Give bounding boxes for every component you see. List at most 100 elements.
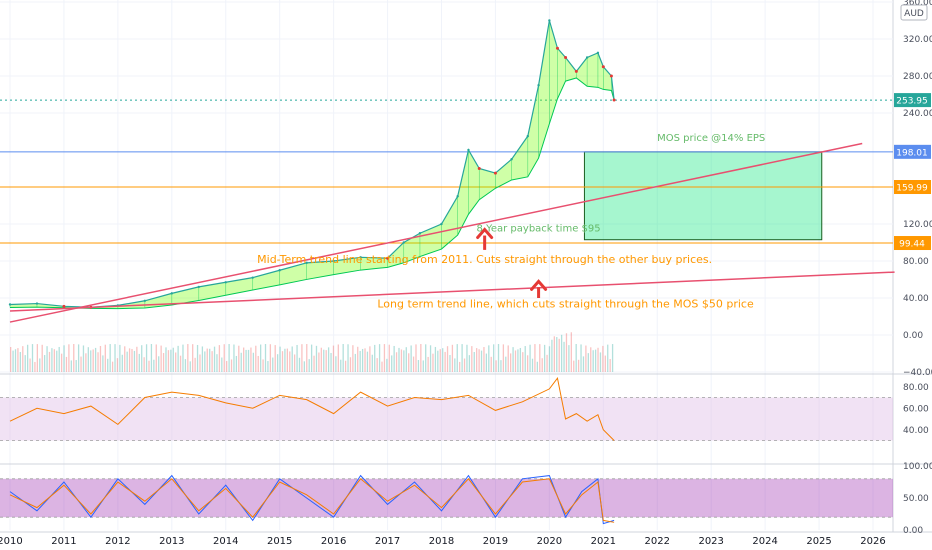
stoch-line[interactable] xyxy=(9,478,615,523)
volume-bar xyxy=(442,348,444,372)
volume-bar xyxy=(381,361,383,372)
time-tick-label: 2017 xyxy=(375,536,400,547)
volume-bar xyxy=(342,344,344,372)
time-tick-label: 2010 xyxy=(0,536,23,547)
moving-average-line[interactable] xyxy=(9,77,615,310)
volume-bar xyxy=(99,345,102,372)
price-tick-label: 360.00 xyxy=(903,0,932,8)
volume-bar xyxy=(150,344,153,372)
arrow-up-icon[interactable] xyxy=(530,279,548,291)
volume-bar xyxy=(109,344,111,372)
volume-bar xyxy=(179,355,182,372)
price-label-box[interactable] xyxy=(894,236,931,251)
price-tick-label: 320.00 xyxy=(903,35,932,45)
volume-bar xyxy=(75,360,77,372)
volume-bar xyxy=(245,349,247,372)
volume-bar xyxy=(327,347,330,372)
time-axis[interactable]: 2010 2011 2012 2013 2014 2015 2016 2017 2018 2019… xyxy=(0,536,886,547)
volume-bar xyxy=(490,356,492,372)
volume-bar xyxy=(306,344,308,372)
volume-bar xyxy=(182,344,184,372)
volume-bar xyxy=(102,355,104,372)
price-point xyxy=(8,303,12,306)
volume-bar xyxy=(73,344,75,372)
volume-bar xyxy=(412,356,415,372)
volume-bar xyxy=(170,349,172,372)
volume-bar xyxy=(585,345,587,372)
volume-bar xyxy=(388,344,390,372)
volume-bar xyxy=(53,349,55,372)
price-point xyxy=(467,148,470,152)
annotation-text[interactable]: 8 Year payback time $95 xyxy=(477,223,601,234)
price-point xyxy=(359,256,362,259)
mid-term-trend-line[interactable] xyxy=(9,142,863,323)
volume-bar xyxy=(505,356,507,372)
price-point xyxy=(596,51,600,55)
volume-bar xyxy=(148,360,150,372)
volume-bar xyxy=(133,350,136,372)
mos-zone[interactable] xyxy=(583,151,823,241)
price-label-box[interactable] xyxy=(894,144,931,159)
stoch-tick-label: 0.00 xyxy=(903,526,923,536)
volume-bar xyxy=(252,352,255,372)
volume-bar xyxy=(48,351,51,372)
arrow-up-icon[interactable] xyxy=(476,227,494,240)
annotation-text[interactable]: Mid-Term trend line starting from 2011. … xyxy=(257,253,712,266)
volume-bar xyxy=(366,351,369,372)
volume-bar xyxy=(14,349,17,372)
volume-bar xyxy=(80,356,82,372)
volume-bar xyxy=(548,346,551,372)
volume-bar xyxy=(128,348,131,372)
price-tick-label: −40.00 xyxy=(903,368,932,378)
price-tick-label: 280.00 xyxy=(903,72,932,82)
price-label-box[interactable] xyxy=(894,93,931,108)
price-point xyxy=(197,285,200,289)
volume-bar xyxy=(155,344,157,372)
stochastic-pane[interactable] xyxy=(0,474,893,525)
volume-bar xyxy=(145,344,148,372)
volume-bar xyxy=(19,351,22,372)
price-point xyxy=(224,281,227,284)
volume-bar xyxy=(369,346,371,372)
volume-bar xyxy=(192,344,194,372)
annotation-text[interactable]: MOS price @14% EPS xyxy=(657,133,765,144)
price-point xyxy=(493,171,497,175)
volume-bar xyxy=(563,341,565,372)
volume-bar xyxy=(301,344,303,372)
volume-bar xyxy=(167,350,170,372)
volume-bar xyxy=(599,352,602,372)
price-line[interactable] xyxy=(9,20,615,308)
volume-bar xyxy=(247,349,250,372)
background-layer xyxy=(0,0,932,533)
currency-badge[interactable] xyxy=(900,4,928,21)
volume-bar xyxy=(296,344,298,372)
rsi-line[interactable] xyxy=(9,376,615,441)
price-pane[interactable]: MOS price @14% EPS 8 Year payback time $9… xyxy=(0,19,895,372)
volume-bar xyxy=(187,344,189,372)
volume-bar xyxy=(560,334,563,372)
volume-bar xyxy=(310,344,313,372)
volume-bar xyxy=(463,358,466,372)
price-axis[interactable]: 360.00 320.00 280.00 240.00 120.00 80.00 40.00… xyxy=(894,0,932,536)
annotation-text[interactable]: Long term trend line, which cuts straigh… xyxy=(377,297,754,310)
volume-bar xyxy=(400,349,403,372)
volume-bar xyxy=(541,358,543,372)
volume-bar xyxy=(456,344,458,372)
price-point xyxy=(386,256,390,260)
price-point xyxy=(555,46,559,50)
volume-bar xyxy=(592,350,594,372)
volume-bar xyxy=(480,350,483,372)
price-tick-label: 0.00 xyxy=(903,331,923,341)
time-tick-label: 2021 xyxy=(591,536,616,547)
price-label-box[interactable] xyxy=(894,180,931,195)
price-point xyxy=(585,56,589,59)
volume-bar xyxy=(488,345,490,372)
volume-bar xyxy=(323,349,325,372)
price-point xyxy=(35,302,39,305)
volume-bar xyxy=(604,355,606,372)
long-term-trend-line[interactable] xyxy=(9,271,895,312)
rsi-pane[interactable] xyxy=(0,376,893,441)
volume-bar xyxy=(303,361,305,372)
volume-bar xyxy=(590,347,592,372)
